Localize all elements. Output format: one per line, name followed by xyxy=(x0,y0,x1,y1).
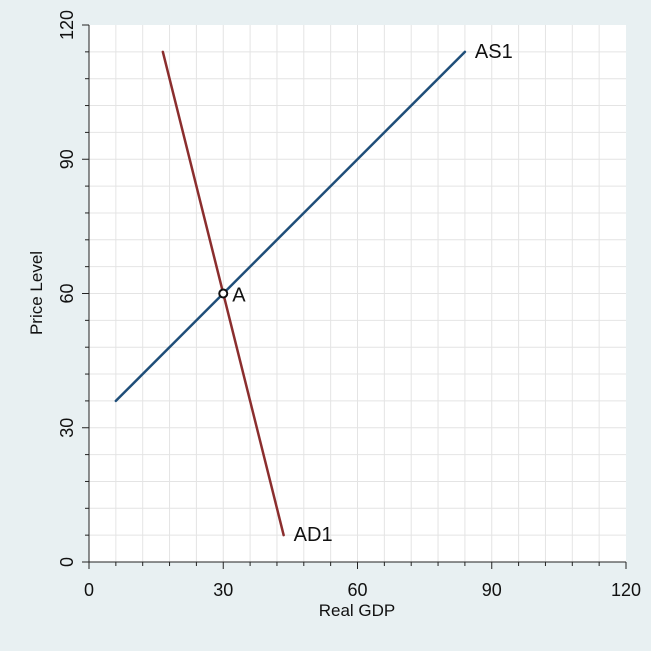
y-tick-label: 120 xyxy=(57,10,77,40)
grid xyxy=(89,25,626,562)
y-tick-label: 0 xyxy=(57,557,77,567)
axis-ticks xyxy=(82,24,627,569)
y-tick-label: 90 xyxy=(57,149,77,169)
x-tick-label: 90 xyxy=(482,580,502,600)
x-tick-label: 0 xyxy=(84,580,94,600)
series-label-as1: AS1 xyxy=(475,41,513,63)
points-group: A xyxy=(218,285,246,307)
series-label-ad1: AD1 xyxy=(294,524,333,546)
x-tick-label: 30 xyxy=(213,580,233,600)
y-axis-title: Price Level xyxy=(27,251,46,335)
y-tick-label: 60 xyxy=(57,283,77,303)
point-label: A xyxy=(232,285,246,307)
y-tick-label: 30 xyxy=(57,418,77,438)
series-line-as1 xyxy=(114,50,467,403)
y-tick-labels: 0 30 60 90 120 xyxy=(57,10,77,567)
point-marker xyxy=(218,288,229,299)
x-tick-label: 120 xyxy=(611,580,641,600)
x-tick-label: 60 xyxy=(347,580,367,600)
x-axis-title: Real GDP xyxy=(319,601,396,620)
x-tick-labels: 0 30 60 90 120 xyxy=(84,580,641,600)
